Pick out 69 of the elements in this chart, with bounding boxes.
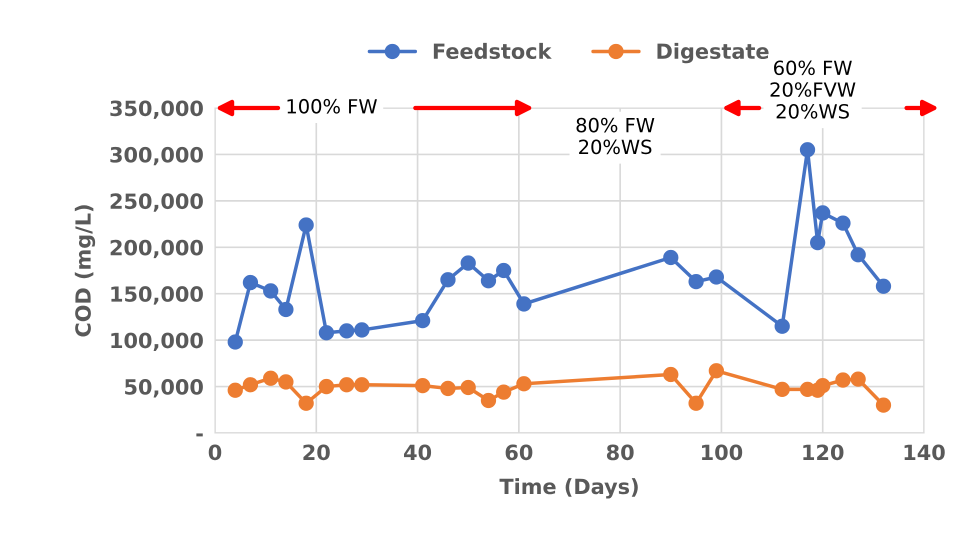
x-tick-label: 20: [303, 444, 330, 460]
legend-label: Digestate: [657, 42, 769, 64]
point: [242, 274, 258, 290]
y-tick-label: 50,000: [125, 379, 203, 398]
point: [440, 380, 456, 396]
point: [354, 377, 370, 392]
annotation: 100% FW: [288, 98, 377, 114]
y-tick-label: 150,000: [111, 286, 203, 305]
point: [263, 370, 278, 386]
y-tick-label: 100,000: [111, 332, 203, 352]
x-tick-label: 40: [404, 444, 432, 460]
point: [708, 269, 724, 285]
annotation: 60% FW 20%FVW 20%WS: [770, 60, 856, 119]
point: [850, 247, 866, 262]
point: [663, 366, 678, 382]
point: [516, 376, 532, 392]
point: [876, 278, 892, 294]
point: [835, 216, 851, 231]
point: [318, 378, 334, 394]
point: [242, 377, 258, 392]
point: [835, 372, 851, 388]
point: [688, 396, 704, 411]
point: [414, 378, 430, 394]
point: [460, 255, 476, 271]
y-tick-label: 350,000: [110, 100, 203, 119]
point: [339, 377, 354, 392]
point: [774, 318, 790, 334]
point: [298, 396, 314, 411]
point: [414, 313, 430, 328]
point: [480, 392, 496, 408]
x-tick-label: 100: [702, 444, 742, 460]
point: [663, 250, 678, 266]
point: [440, 272, 456, 288]
x-tick-label: 60: [506, 444, 532, 460]
point: [810, 235, 826, 250]
point: [496, 384, 512, 400]
point: [688, 274, 704, 290]
point: [318, 325, 334, 340]
point: [815, 205, 830, 221]
y-tick-label: 250,000: [110, 193, 203, 212]
x-axis-title: Time (Days): [500, 478, 638, 498]
point: [228, 334, 243, 350]
point: [708, 363, 724, 378]
point: [815, 378, 830, 394]
point: [460, 380, 476, 396]
x-tick-label: 140: [904, 444, 945, 460]
point: [850, 372, 866, 387]
point: [516, 296, 532, 312]
point: [774, 382, 790, 397]
point: [278, 374, 294, 390]
legend-label: Feedstock: [434, 42, 552, 60]
x-tick-label: 80: [606, 444, 634, 460]
annotation: 80% FW 20%WS: [576, 118, 654, 154]
point: [263, 283, 278, 299]
point: [354, 322, 370, 338]
point: [496, 262, 512, 278]
point: [800, 142, 816, 158]
point: [480, 273, 496, 288]
x-tick-label: 0: [208, 444, 222, 460]
point: [298, 217, 314, 233]
y-tick-label: 300,000: [110, 146, 203, 166]
point: [876, 398, 892, 413]
y-tick-label: 200,000: [110, 240, 203, 258]
y-tick-label: -: [196, 433, 203, 436]
point: [228, 382, 243, 398]
y-axis-title: COD (mg/L): [74, 205, 96, 337]
point: [339, 323, 354, 338]
x-tick-label: 120: [803, 444, 844, 460]
point: [278, 302, 294, 318]
